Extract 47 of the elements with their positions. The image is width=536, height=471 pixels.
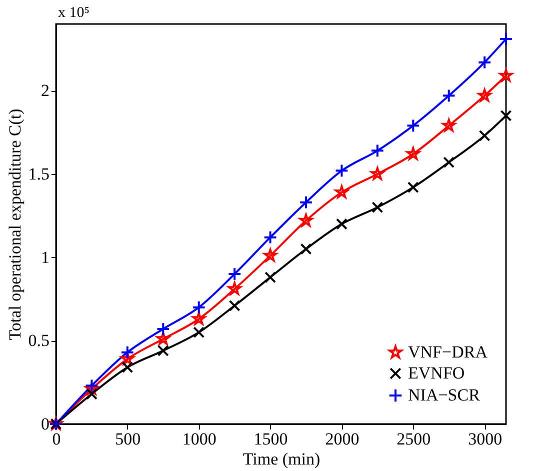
point [193,326,205,338]
x-tick-label: 500 [115,430,141,448]
point [264,272,276,284]
point [120,345,134,360]
point [334,164,349,178]
point [478,55,492,70]
point [372,202,384,214]
point [335,185,348,198]
point [442,88,456,103]
x-tick-label: 2500 [396,430,431,448]
legend-label: NIA−SCR [408,386,481,404]
point [478,88,492,102]
point [406,118,420,133]
point [478,130,490,142]
point [499,32,513,46]
point [84,378,99,393]
point [228,267,242,281]
point [228,300,240,312]
y-tick-label: 2 [41,81,50,100]
point [499,68,513,82]
y-tick-label: 1 [41,248,50,267]
x-tick-label: 3000 [468,430,502,448]
point [500,110,512,122]
x-tick-label: 2000 [325,430,360,448]
point [300,243,312,255]
legend-label: EVNFO [408,364,465,382]
point [156,322,170,336]
point [370,144,384,158]
point [299,214,313,226]
y-tick-label: 0 [41,414,50,434]
x-tick-label: 1000 [182,430,216,448]
point [157,344,169,356]
x-tick-label: 1500 [254,430,288,448]
point [263,230,278,244]
y-tick-label: 0.5 [28,331,50,350]
legend-label: VNF−DRA [408,342,488,362]
point [264,248,277,262]
point [192,300,206,314]
point [407,182,419,194]
y-tick-label: 1.5 [28,164,50,184]
point [443,156,455,168]
point [122,362,134,374]
text: x 10⁵ [58,5,90,21]
point [299,195,313,210]
y-axis-title: Total operational expenditure C(t) [5,108,24,340]
x-axis-title: Time (min) [242,450,320,468]
point [336,218,348,230]
